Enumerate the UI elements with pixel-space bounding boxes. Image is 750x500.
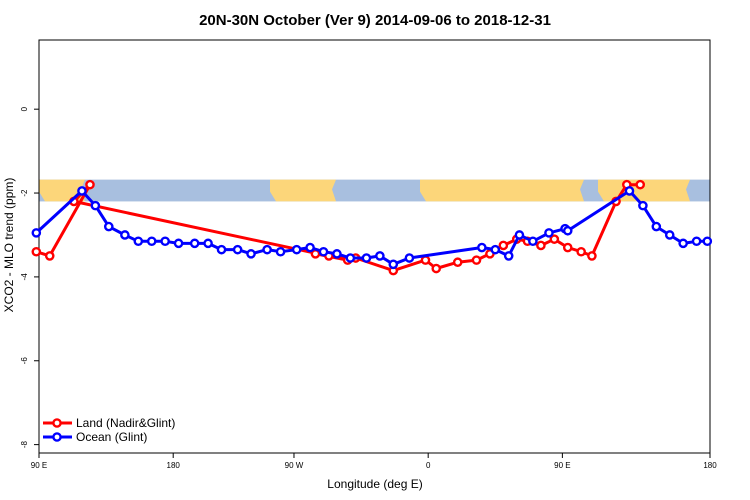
data-point bbox=[431, 263, 442, 274]
data-point bbox=[146, 236, 157, 247]
data-point bbox=[189, 238, 200, 249]
data-point bbox=[624, 186, 635, 196]
map-land-1 bbox=[270, 179, 336, 202]
data-point bbox=[85, 179, 95, 190]
data-point bbox=[635, 179, 646, 190]
data-point bbox=[332, 249, 342, 259]
data-point bbox=[420, 255, 431, 265]
data-point bbox=[477, 242, 487, 253]
map-land-2 bbox=[420, 179, 584, 202]
data-point bbox=[361, 253, 372, 263]
series-0 bbox=[31, 179, 646, 276]
data-point bbox=[549, 234, 560, 244]
y-tick-label: -6 bbox=[20, 357, 29, 365]
data-point bbox=[31, 246, 42, 257]
legend: Land (Nadir&Glint)Ocean (Glint) bbox=[43, 416, 175, 444]
data-point bbox=[471, 255, 482, 265]
data-point bbox=[678, 238, 688, 249]
data-point bbox=[262, 244, 272, 255]
data-point bbox=[77, 186, 87, 196]
data-point bbox=[291, 244, 302, 255]
data-point bbox=[562, 225, 573, 236]
data-point bbox=[503, 251, 514, 261]
y-axis-label: XCO2 - MLO trend (ppm) bbox=[2, 178, 16, 313]
data-point bbox=[404, 253, 415, 263]
data-point bbox=[691, 236, 702, 247]
data-point bbox=[490, 244, 501, 255]
data-point bbox=[664, 230, 675, 240]
data-point bbox=[544, 228, 554, 238]
x-tick-label: 180 bbox=[703, 461, 717, 470]
data-point bbox=[275, 246, 286, 257]
data-point bbox=[318, 246, 329, 257]
y-tick-label: -4 bbox=[20, 273, 29, 281]
data-point bbox=[375, 251, 385, 261]
data-point bbox=[452, 257, 463, 268]
data-point bbox=[31, 228, 42, 238]
data-point bbox=[651, 221, 662, 232]
data-point bbox=[44, 251, 55, 261]
x-tick-label: 90 E bbox=[554, 461, 570, 470]
map-strip bbox=[39, 179, 710, 202]
data-point bbox=[120, 230, 130, 240]
legend-label: Land (Nadir&Glint) bbox=[76, 416, 175, 430]
map-land-0 bbox=[39, 179, 85, 202]
axes: 90 E 180 90 W 0 90 E 180 0 -2 -4 -6 -8 bbox=[20, 106, 717, 470]
legend-label: Ocean (Glint) bbox=[76, 430, 147, 444]
x-tick-label: 180 bbox=[167, 461, 181, 470]
data-point bbox=[232, 244, 243, 255]
data-point bbox=[103, 221, 114, 232]
x-axis-label: Longitude (deg E) bbox=[327, 477, 422, 491]
data-point bbox=[345, 253, 356, 263]
data-point bbox=[587, 251, 597, 261]
data-point bbox=[498, 240, 509, 251]
data-point bbox=[133, 236, 144, 247]
data-point bbox=[388, 259, 399, 270]
legend-marker bbox=[52, 418, 62, 428]
x-tick-label: 90 E bbox=[31, 461, 47, 470]
data-point bbox=[576, 246, 586, 257]
y-tick-label: 0 bbox=[20, 106, 29, 111]
data-point bbox=[514, 230, 525, 240]
plot-frame bbox=[38, 39, 711, 454]
data-point bbox=[173, 238, 184, 249]
data-point bbox=[638, 200, 648, 211]
data-point bbox=[562, 242, 573, 253]
legend-marker bbox=[52, 432, 62, 442]
data-point bbox=[305, 242, 315, 253]
x-tick-label: 0 bbox=[426, 461, 431, 470]
series bbox=[31, 179, 713, 276]
y-tick-label: -2 bbox=[20, 189, 29, 197]
y-tick-label: -8 bbox=[20, 441, 29, 449]
series-1 bbox=[31, 186, 713, 270]
data-point bbox=[160, 236, 170, 247]
x-tick-label: 90 W bbox=[285, 461, 304, 470]
data-point bbox=[246, 249, 256, 259]
data-point bbox=[203, 238, 213, 249]
data-point bbox=[90, 200, 101, 211]
data-point bbox=[702, 236, 713, 247]
data-point bbox=[536, 240, 546, 251]
series-line bbox=[35, 189, 708, 266]
chart-title: 20N-30N October (Ver 9) 2014-09-06 to 20… bbox=[199, 12, 551, 29]
data-point bbox=[216, 244, 227, 255]
data-point bbox=[528, 236, 538, 247]
